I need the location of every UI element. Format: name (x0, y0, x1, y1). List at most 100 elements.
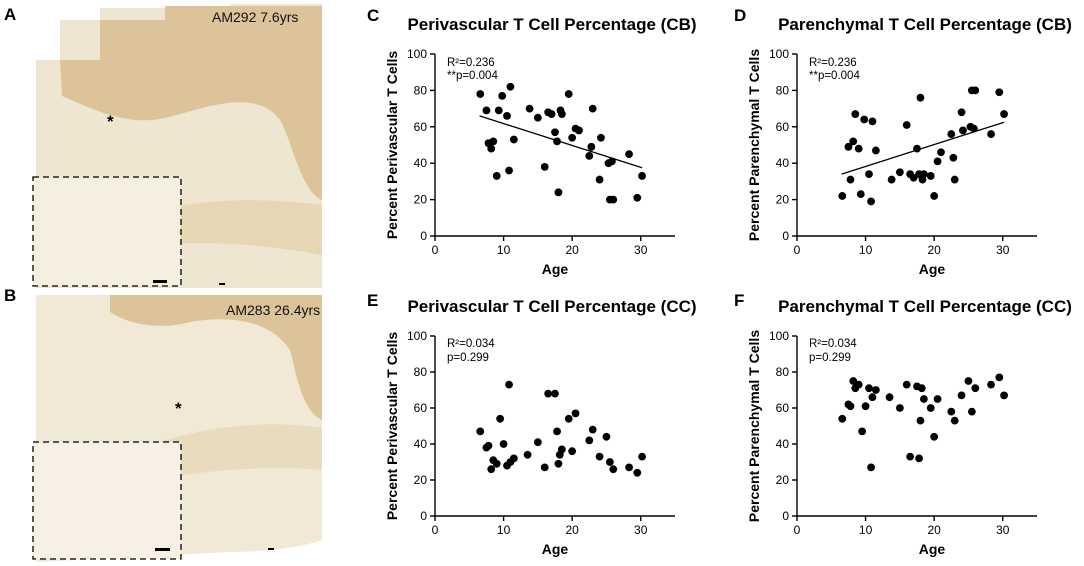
chart-title: Parenchymal T Cell Percentage (CB) (778, 15, 1072, 34)
data-point (964, 377, 973, 385)
data-point (995, 88, 1004, 97)
data-point (937, 148, 945, 157)
data-point (551, 128, 559, 137)
x-axis-label: Age (919, 541, 946, 557)
data-point (947, 130, 956, 138)
data-point (916, 416, 925, 425)
data-point (638, 172, 646, 180)
data-point (919, 170, 928, 179)
data-point (949, 153, 958, 162)
caption-a: AM292 7.6yrs (212, 9, 298, 25)
data-point (525, 104, 534, 113)
y-tick-label: 60 (776, 401, 790, 415)
panel-letter-f: F (734, 291, 744, 310)
x-tick-label: 30 (996, 243, 1010, 257)
data-point (844, 142, 853, 151)
y-tick-label: 0 (782, 509, 789, 523)
y-axis-label: Percent Parenchymal T Cells (746, 330, 762, 522)
y-tick-label: 20 (776, 473, 790, 487)
x-tick-label: 0 (432, 523, 439, 537)
data-point (957, 391, 966, 400)
data-point (913, 144, 921, 153)
data-point (971, 86, 980, 95)
stat-p: **p=0.004 (809, 70, 860, 82)
gray-matter (110, 295, 322, 420)
data-point (625, 463, 633, 472)
data-point (947, 407, 956, 416)
data-point (587, 142, 596, 151)
data-point (858, 427, 867, 436)
data-point (503, 111, 511, 120)
chart-title: Perivascular T Cell Percentage (CB) (407, 15, 696, 34)
data-point (950, 416, 959, 425)
data-point (499, 440, 508, 448)
scale-bar (155, 548, 170, 551)
data-point (585, 436, 594, 445)
data-point (568, 447, 577, 456)
data-point (959, 126, 967, 135)
stat-p: p=0.299 (447, 352, 489, 364)
data-point (597, 133, 605, 142)
data-point (926, 404, 935, 412)
data-point (957, 108, 966, 117)
data-point (906, 452, 915, 461)
data-point (987, 130, 995, 138)
data-point (933, 157, 942, 166)
data-point (540, 463, 549, 472)
data-point (854, 380, 863, 389)
data-point (871, 146, 880, 155)
stat-r2: R²=0.034 (447, 338, 495, 350)
data-point (595, 452, 604, 461)
chart-title: Perivascular T Cell Percentage (CC) (407, 297, 696, 316)
data-point (902, 121, 911, 129)
data-point (849, 137, 858, 146)
regression-line (841, 121, 1005, 175)
stat-r2: R²=0.236 (447, 57, 495, 69)
data-point (846, 402, 855, 411)
data-point (605, 458, 614, 466)
inset-box (32, 176, 182, 287)
data-point (482, 106, 491, 115)
y-tick-label: 60 (414, 120, 428, 134)
x-tick-label: 30 (634, 523, 648, 537)
data-point (868, 117, 877, 126)
y-axis-label: Percent Perivascular T Cells (384, 51, 400, 240)
y-tick-label: 40 (414, 156, 428, 170)
x-tick-label: 10 (859, 243, 873, 257)
data-point (608, 157, 616, 166)
data-point (1000, 110, 1008, 118)
scale-bar-small (268, 548, 274, 550)
asterisk-a: * (107, 112, 114, 131)
data-point (971, 384, 980, 393)
x-tick-label: 30 (634, 243, 648, 257)
data-point (505, 166, 513, 175)
y-tick-label: 80 (776, 365, 790, 379)
caption-b: AM283 26.4yrs (226, 302, 320, 318)
data-point (585, 152, 594, 160)
data-point (633, 193, 642, 202)
data-point (1000, 391, 1008, 400)
stat-r2: R²=0.236 (809, 57, 857, 69)
data-point (505, 380, 513, 389)
data-point (909, 173, 918, 182)
data-point (851, 110, 860, 118)
white-matter-streak (150, 424, 322, 480)
data-point (950, 175, 959, 184)
data-point (494, 106, 503, 115)
x-tick-label: 10 (859, 523, 873, 537)
data-point (506, 82, 515, 91)
y-tick-label: 100 (407, 329, 427, 343)
data-point (625, 150, 633, 159)
y-tick-label: 80 (776, 83, 790, 97)
y-tick-label: 80 (414, 365, 428, 379)
data-point (930, 192, 939, 200)
data-point (557, 445, 566, 454)
data-point (902, 380, 911, 389)
data-point (476, 90, 485, 98)
data-point (865, 384, 873, 393)
chart-e: E Perivascular T Cell Percentage (CC) R²… (367, 291, 697, 557)
y-tick-label: 100 (769, 47, 789, 61)
y-tick-label: 0 (420, 509, 427, 523)
x-tick-label: 0 (794, 523, 801, 537)
